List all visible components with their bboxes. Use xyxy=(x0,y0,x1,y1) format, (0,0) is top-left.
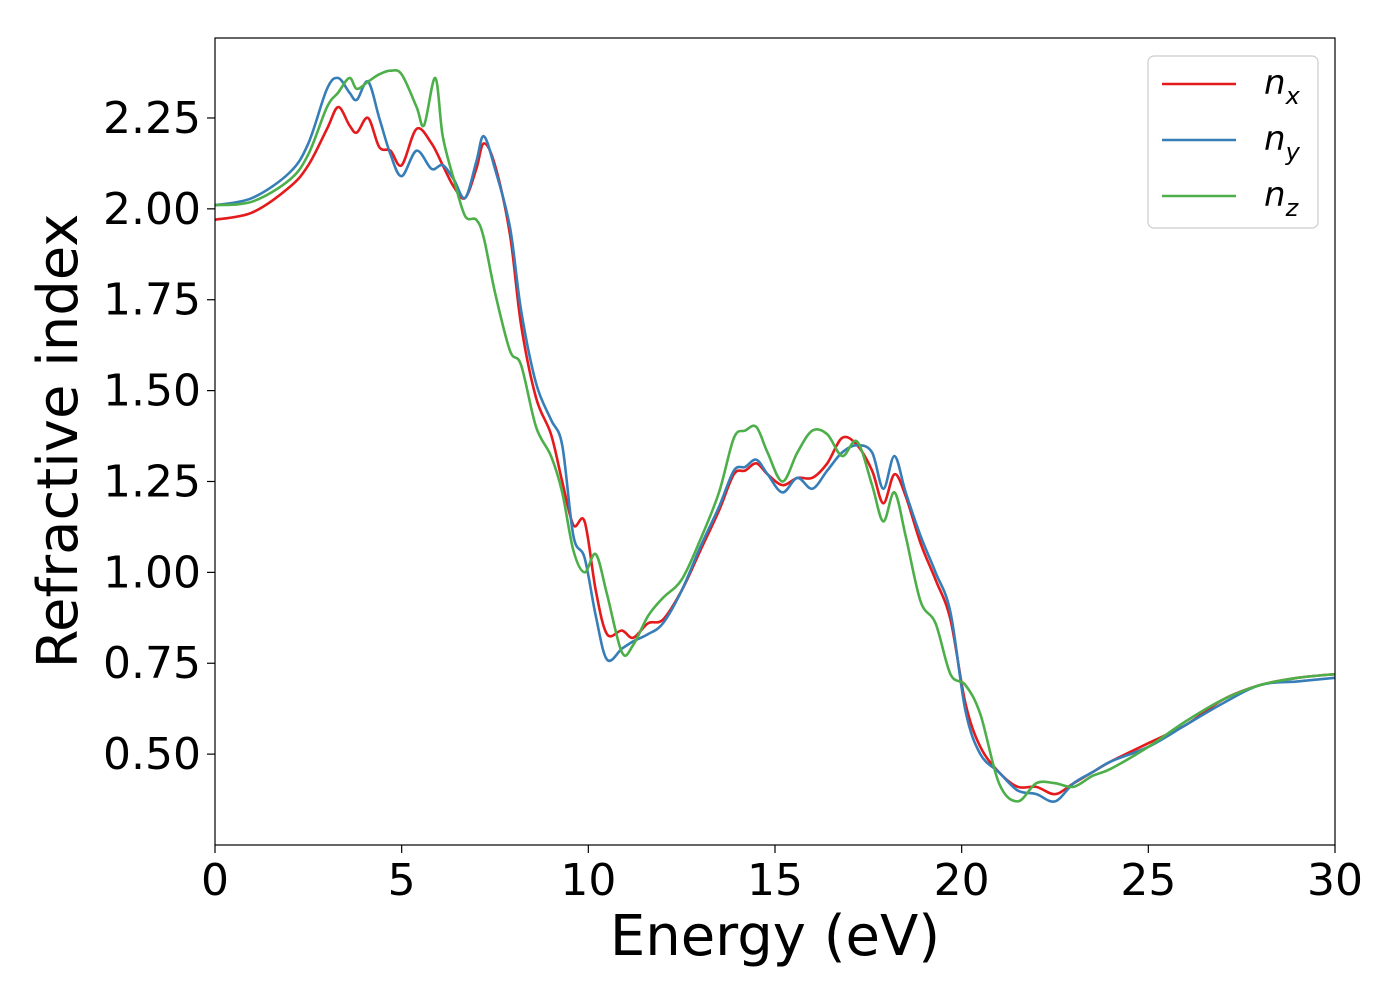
y-tick-label: 2.00 xyxy=(103,184,201,235)
x-tick-label: 5 xyxy=(388,855,416,906)
x-tick-label: 0 xyxy=(201,855,229,906)
series-line-n-y xyxy=(214,76,1336,803)
x-axis-label: Energy (eV) xyxy=(610,904,940,969)
y-tick-label: 0.75 xyxy=(103,638,201,689)
legend-label-n-x: nx xyxy=(1264,63,1301,110)
x-axis-ticks: 0 5 10 15 20 25 30 xyxy=(201,845,1363,906)
y-tick-label: 1.25 xyxy=(103,456,201,507)
y-tick-label: 0.50 xyxy=(103,729,201,780)
y-tick-label: 1.50 xyxy=(103,366,201,417)
x-tick-label: 20 xyxy=(934,855,990,906)
x-tick-label: 25 xyxy=(1120,855,1176,906)
x-tick-label: 15 xyxy=(747,855,803,906)
legend: nx ny nz xyxy=(1147,55,1319,229)
series-layer xyxy=(214,68,1336,803)
y-axis-ticks: 0.50 0.75 1.00 1.25 1.50 1.75 2.00 2.25 xyxy=(103,93,215,780)
y-tick-label: 1.75 xyxy=(103,275,201,326)
series-line-n-z xyxy=(214,68,1336,803)
legend-label-n-z: nz xyxy=(1264,175,1300,222)
legend-label-n-y: ny xyxy=(1264,119,1301,166)
y-tick-label: 1.00 xyxy=(103,547,201,598)
legend-box xyxy=(1147,55,1319,229)
y-tick-label: 2.25 xyxy=(103,93,201,144)
x-tick-label: 30 xyxy=(1307,855,1363,906)
y-axis-label: Refractive index xyxy=(26,214,91,669)
x-tick-label: 10 xyxy=(560,855,616,906)
